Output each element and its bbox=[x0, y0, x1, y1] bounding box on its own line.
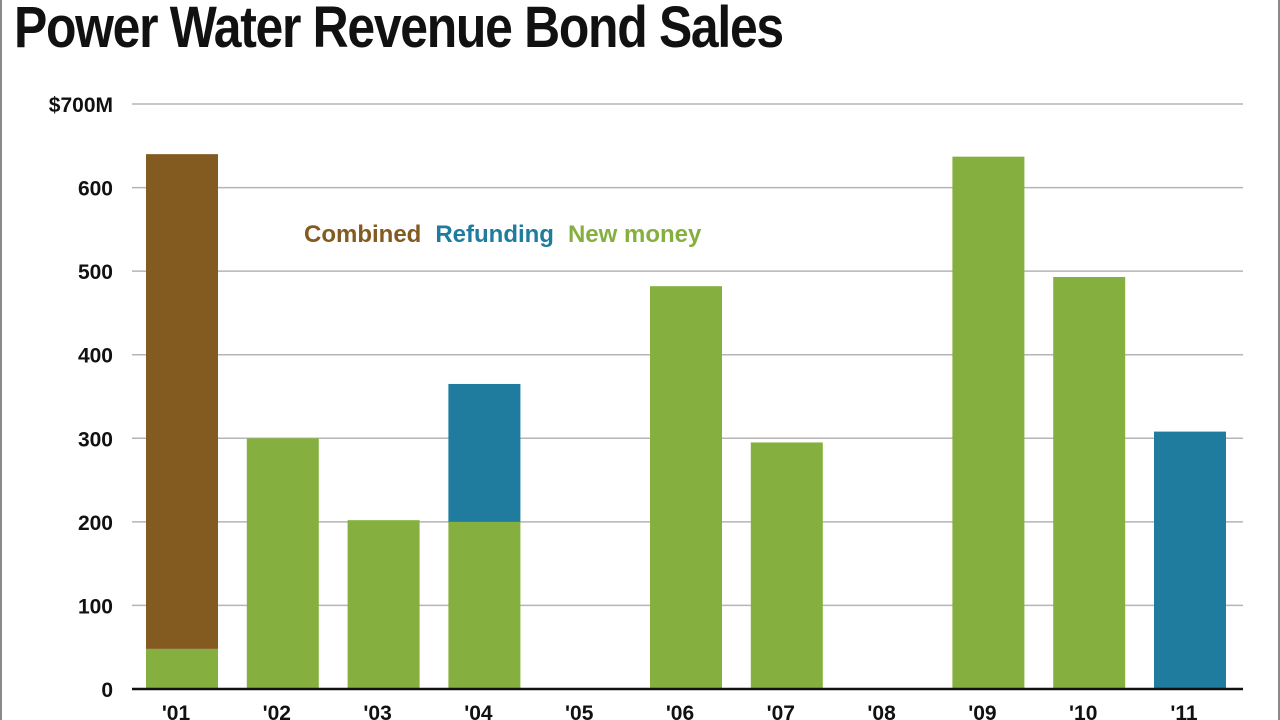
x-tick-label: '11 bbox=[1170, 702, 1198, 720]
bar-new-money bbox=[750, 442, 823, 689]
x-tick-label: '07 bbox=[767, 702, 795, 720]
bar-combined bbox=[146, 154, 218, 649]
y-tick-label: $700M bbox=[49, 94, 113, 117]
chart-title: Power Water Revenue Bond Sales bbox=[14, 0, 784, 60]
legend-combined: Combined bbox=[304, 221, 421, 248]
x-tick-label: '08 bbox=[867, 702, 896, 720]
legend: Combined Refunding New money bbox=[304, 221, 702, 248]
x-tick-labels: '01 '02 '03 '04 '05 '06 '07 '08 '09 '10 '11 bbox=[162, 702, 1198, 720]
x-tick-label: '05 bbox=[565, 702, 594, 720]
bar-new-money bbox=[650, 286, 722, 689]
bars bbox=[146, 154, 1226, 689]
bar-refunding bbox=[448, 383, 521, 522]
bar-new-money bbox=[952, 156, 1025, 689]
y-tick-label: 600 bbox=[78, 178, 113, 201]
y-tick-labels: 0 100 200 300 400 500 600 $700M bbox=[49, 94, 113, 702]
bar-new-money bbox=[146, 648, 218, 689]
x-tick-label: '06 bbox=[666, 702, 694, 720]
x-tick-label: '03 bbox=[363, 702, 391, 720]
y-tick-label: 0 bbox=[101, 679, 113, 702]
bar-new-money bbox=[246, 438, 319, 689]
y-tick-label: 200 bbox=[78, 512, 113, 535]
legend-refunding: Refunding bbox=[435, 221, 554, 248]
y-tick-label: 500 bbox=[78, 261, 113, 284]
bar-new-money bbox=[347, 520, 420, 689]
x-tick-label: '10 bbox=[1069, 702, 1097, 720]
x-tick-label: '01 bbox=[162, 702, 191, 720]
y-tick-label: 100 bbox=[78, 595, 113, 618]
x-tick-label: '04 bbox=[464, 702, 493, 720]
x-tick-label: '09 bbox=[968, 702, 996, 720]
y-tick-label: 400 bbox=[78, 345, 113, 368]
legend-new-money: New money bbox=[568, 221, 702, 248]
x-tick-label: '02 bbox=[263, 702, 291, 720]
y-tick-label: 300 bbox=[78, 428, 113, 451]
bar-new-money bbox=[448, 521, 521, 689]
bar-new-money bbox=[1053, 276, 1126, 689]
bar-refunding bbox=[1154, 431, 1226, 689]
